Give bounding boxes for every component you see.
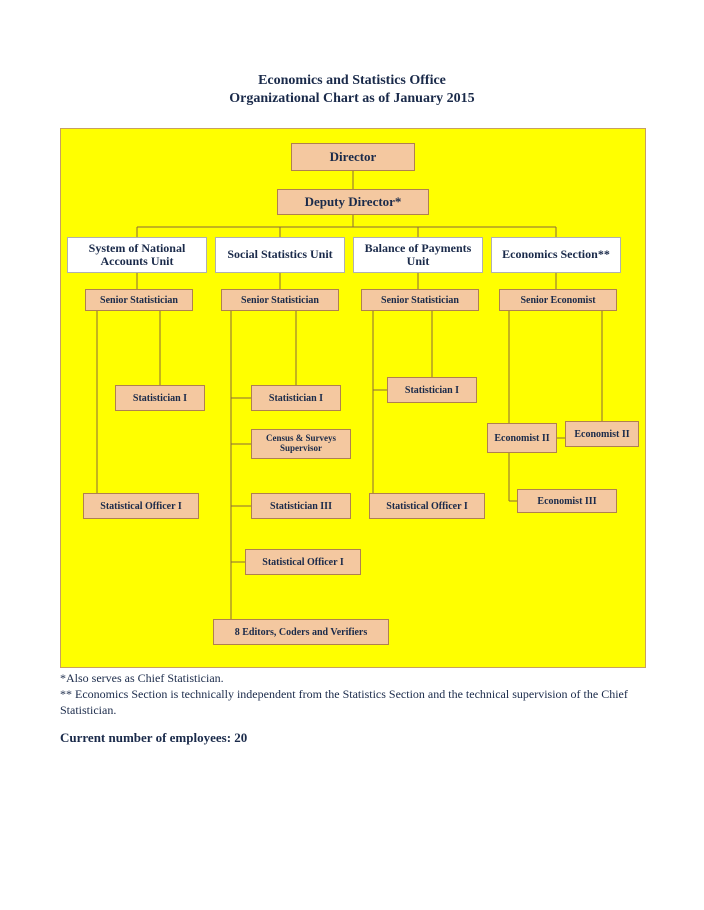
org-chart: Director Deputy Director* System of Nation… [60,128,646,668]
node-bop: Balance of Payments Unit [353,237,483,273]
node-director: Director [291,143,415,171]
footnote-1: *Also serves as Chief Statistician. [60,670,644,686]
node-ssu_editors: 8 Editors, Coders and Verifiers [213,619,389,645]
title-block: Economics and Statistics Office Organiza… [0,0,704,108]
node-deputy: Deputy Director* [277,189,429,215]
node-bop_ss: Senior Statistician [361,289,479,311]
node-ssu_stat3: Statistician III [251,493,351,519]
node-econ_e3: Economist III [517,489,617,513]
node-sna_stat1: Statistician I [115,385,205,411]
title-line-1: Economics and Statistics Office [0,72,704,90]
title-line-2: Organizational Chart as of January 2015 [0,90,704,108]
node-econ_e2a: Economist II [487,423,557,453]
node-ssu_so1: Statistical Officer I [245,549,361,575]
node-bop_so1: Statistical Officer I [369,493,485,519]
footnote-2: ** Economics Section is technically inde… [60,686,644,718]
node-ssu_ss: Senior Statistician [221,289,339,311]
node-ssu: Social Statistics Unit [215,237,345,273]
node-ssu_census: Census & Surveys Supervisor [251,429,351,459]
node-sna_ss: Senior Statistician [85,289,193,311]
node-econ_e2b: Economist II [565,421,639,447]
node-sna: System of National Accounts Unit [67,237,207,273]
page: Economics and Statistics Office Organiza… [0,0,704,910]
node-sna_so1: Statistical Officer I [83,493,199,519]
node-ssu_stat1: Statistician I [251,385,341,411]
node-econ: Economics Section** [491,237,621,273]
employee-count: Current number of employees: 20 [60,730,247,746]
node-bop_stat1: Statistician I [387,377,477,403]
footnotes: *Also serves as Chief Statistician. ** E… [60,670,644,719]
node-econ_se: Senior Economist [499,289,617,311]
